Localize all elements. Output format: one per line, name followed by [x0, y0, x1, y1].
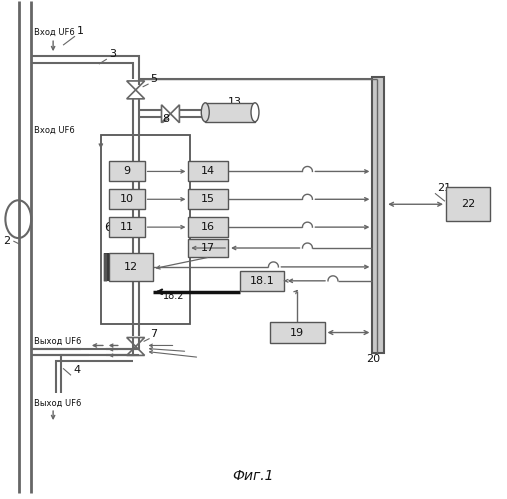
Text: 5: 5 [151, 74, 158, 84]
Bar [101, 135, 190, 323]
Text: Вход UF6: Вход UF6 [34, 126, 75, 135]
Text: 21: 21 [437, 183, 451, 193]
Text: 13: 13 [228, 97, 242, 107]
Bar [189, 162, 228, 181]
Text: 6: 6 [104, 221, 112, 234]
Text: Вход UF6: Вход UF6 [34, 28, 75, 37]
Bar [189, 189, 228, 209]
Text: 2: 2 [4, 236, 11, 246]
Text: 7: 7 [151, 328, 158, 338]
Ellipse shape [251, 103, 259, 122]
Bar [372, 77, 384, 353]
Text: 12: 12 [124, 262, 138, 272]
Bar [270, 321, 324, 343]
Bar [446, 187, 490, 221]
Text: Фиг.1: Фиг.1 [232, 469, 274, 483]
Bar [109, 189, 144, 209]
Bar [109, 162, 144, 181]
Text: 18.1: 18.1 [249, 276, 274, 286]
Text: Выход UF6: Выход UF6 [34, 399, 82, 408]
Text: 19: 19 [290, 327, 304, 337]
Text: 4: 4 [73, 365, 80, 375]
Bar [109, 217, 144, 237]
Bar [109, 253, 153, 281]
Text: Выход UF6: Выход UF6 [34, 336, 82, 345]
Text: 10: 10 [120, 194, 134, 204]
Bar [189, 239, 228, 257]
Text: 14: 14 [201, 167, 215, 177]
Text: 16: 16 [201, 222, 215, 232]
Text: 1: 1 [77, 26, 84, 36]
Text: 22: 22 [461, 199, 475, 209]
Bar [205, 103, 255, 122]
Text: 11: 11 [120, 222, 134, 232]
Text: 8: 8 [163, 114, 170, 124]
Bar [189, 217, 228, 237]
Text: 9: 9 [123, 167, 130, 177]
Text: 17: 17 [201, 243, 215, 253]
Ellipse shape [201, 103, 209, 122]
Bar [240, 271, 284, 291]
Text: 18.2: 18.2 [163, 291, 184, 301]
Text: 3: 3 [109, 49, 116, 59]
Text: 15: 15 [201, 194, 215, 204]
Text: 20: 20 [367, 354, 380, 364]
